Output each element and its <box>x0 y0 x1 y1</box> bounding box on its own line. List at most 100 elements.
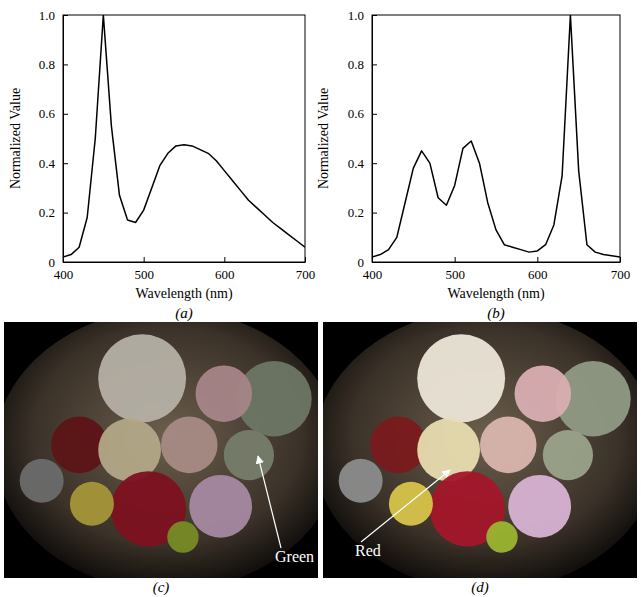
y-tick-mark <box>63 64 68 65</box>
x-tick-mark <box>224 257 225 262</box>
y-axis: 0 0.2 0.4 0.6 0.8 1.0 <box>39 8 68 270</box>
y-tick-mark <box>63 15 68 16</box>
photo-object <box>515 365 572 422</box>
y-axis: 0 0.2 0.4 0.6 0.8 1.0 <box>348 8 377 270</box>
y-tick: 0.8 <box>39 57 68 72</box>
y-tick-label: 0.8 <box>39 57 55 72</box>
y-axis-line <box>63 16 64 263</box>
x-tick-label: 500 <box>445 267 465 282</box>
x-tick-mark <box>455 257 456 262</box>
plot-frame <box>63 15 305 262</box>
y-tick-mark <box>372 15 377 16</box>
x-tick-mark <box>537 257 538 262</box>
y-tick-mark <box>372 163 377 164</box>
x-axis-line <box>373 262 621 263</box>
x-tick-label: 400 <box>54 267 74 282</box>
x-tick: 700 <box>611 257 631 282</box>
photo-object <box>167 521 198 552</box>
y-tick-label: 1.0 <box>39 8 55 23</box>
x-tick-label: 400 <box>363 267 383 282</box>
panel-caption: (a) <box>175 305 193 322</box>
y-tick: 0.6 <box>39 106 68 121</box>
y-tick: 0.8 <box>348 57 377 72</box>
y-tick-mark <box>63 213 68 214</box>
y-tick: 0.2 <box>39 205 68 220</box>
photo-object <box>480 417 537 474</box>
figure: 400 500 600 700 0 0.2 0.4 0.6 0.8 1.0 Wavelength (… <box>0 0 641 597</box>
photo-object <box>486 521 517 552</box>
photo-annotation: Red <box>355 542 381 559</box>
plot-area <box>372 15 620 257</box>
photo-object <box>189 475 252 538</box>
y-tick-label: 0.6 <box>39 106 56 121</box>
x-tick-label: 600 <box>215 267 235 282</box>
x-tick: 700 <box>296 257 316 282</box>
y-tick: 0.4 <box>39 156 68 171</box>
y-tick: 0.4 <box>348 156 377 171</box>
x-tick-label: 700 <box>296 267 316 282</box>
x-tick-mark <box>144 257 145 262</box>
photo-object <box>417 334 505 422</box>
y-tick-mark <box>63 114 68 115</box>
x-tick-mark <box>305 257 306 262</box>
spectrum-line <box>372 15 620 257</box>
x-tick-label: 500 <box>134 267 154 282</box>
y-tick: 1.0 <box>348 8 377 23</box>
panel-caption: (c) <box>153 579 170 596</box>
plot-frame <box>372 15 620 262</box>
photo-object <box>98 334 186 422</box>
photo-object <box>543 430 593 480</box>
photo <box>323 322 637 578</box>
photo-object <box>508 475 571 538</box>
plot-area <box>63 15 305 257</box>
y-tick: 0.6 <box>348 106 377 121</box>
x-axis: 400 500 600 700 <box>363 257 631 282</box>
y-axis-title: Normalized Value <box>316 88 331 189</box>
chart-panel: 400 500 600 700 0 0.2 0.4 0.6 0.8 1.0 Wavelength (… <box>316 8 630 322</box>
x-tick-label: 700 <box>611 267 631 282</box>
annotation-arrow <box>361 470 450 542</box>
photo-object <box>20 459 64 503</box>
y-tick-mark <box>372 262 377 263</box>
x-axis-title: Wavelength (nm) <box>447 286 545 302</box>
x-tick: 600 <box>215 257 235 282</box>
photo-panel: Green (c) <box>0 309 340 596</box>
y-tick-label: 0.8 <box>348 57 364 72</box>
spectrum-line <box>63 15 305 257</box>
photo-object <box>70 482 114 526</box>
photo <box>4 322 318 578</box>
y-tick-mark <box>372 64 377 65</box>
y-tick-label: 0 <box>49 255 56 270</box>
y-tick-label: 0 <box>358 255 365 270</box>
photo-panel: Red (d) <box>314 309 641 596</box>
photo-vignette <box>323 322 637 578</box>
x-axis: 400 500 600 700 <box>54 257 316 282</box>
y-tick-mark <box>372 114 377 115</box>
photo-vignette <box>4 322 318 578</box>
x-axis-line <box>64 262 306 263</box>
photo-object <box>339 459 383 503</box>
chart-panel: 400 500 600 700 0 0.2 0.4 0.6 0.8 1.0 Wavelength (… <box>8 8 315 322</box>
y-tick: 1.0 <box>39 8 68 23</box>
x-tick: 500 <box>445 257 465 282</box>
y-axis-title: Normalized Value <box>8 88 23 189</box>
y-tick-label: 1.0 <box>348 8 364 23</box>
y-tick-mark <box>63 262 68 263</box>
y-tick-label: 0.6 <box>348 106 365 121</box>
x-tick: 600 <box>528 257 548 282</box>
panel-caption: (d) <box>471 579 489 596</box>
y-tick-label: 0.2 <box>348 205 364 220</box>
photo-object <box>224 430 274 480</box>
x-axis-title: Wavelength (nm) <box>135 286 233 302</box>
y-axis-line <box>372 16 373 263</box>
panel-caption: (b) <box>487 305 505 322</box>
y-tick-label: 0.4 <box>39 156 56 171</box>
photo-object <box>196 365 253 422</box>
y-tick-label: 0.4 <box>348 156 365 171</box>
x-tick: 500 <box>134 257 154 282</box>
y-tick-mark <box>372 213 377 214</box>
y-tick-mark <box>63 163 68 164</box>
y-tick: 0.2 <box>348 205 377 220</box>
photo-annotation: Green <box>275 548 314 565</box>
annotation-arrow <box>258 456 281 548</box>
